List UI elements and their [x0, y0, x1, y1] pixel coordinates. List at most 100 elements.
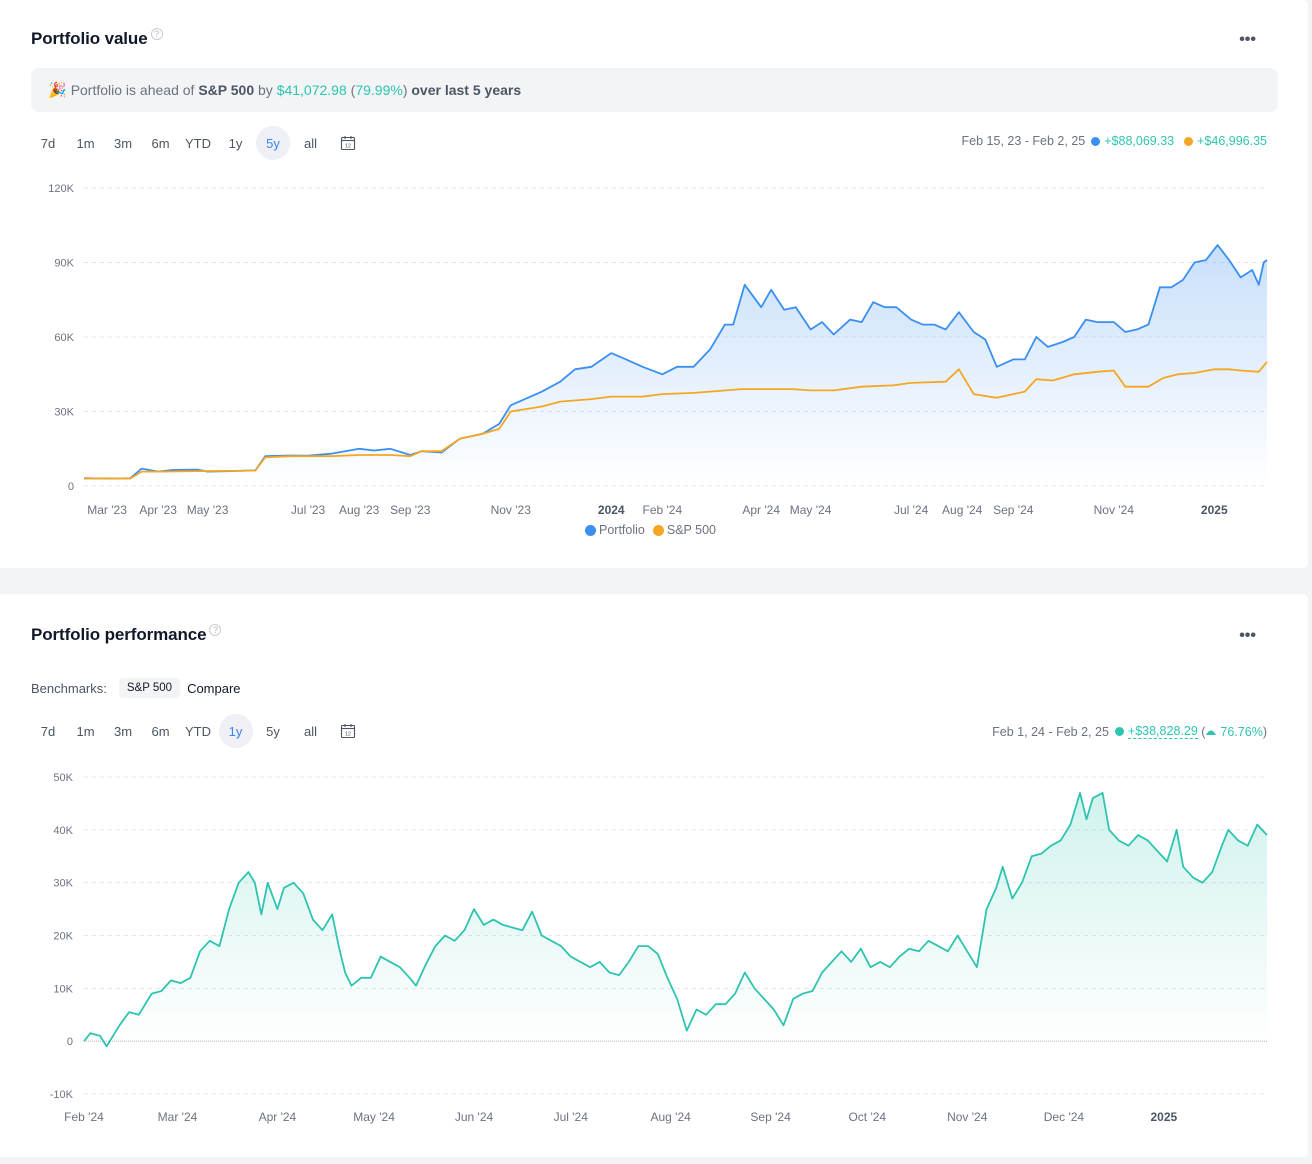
performance-dot-icon — [1114, 727, 1124, 736]
range-1y[interactable]: 1y — [218, 714, 253, 748]
x-tick-label: May '24 — [353, 1110, 395, 1124]
party-icon: 🎉 — [48, 82, 67, 99]
y-tick-label: 90K — [54, 258, 74, 270]
value-summary: Feb 15, 23 - Feb 2, 25 +$88,069.33 +$46,… — [962, 134, 1267, 148]
range-ytd[interactable]: YTD — [185, 723, 211, 739]
range-ytd[interactable]: YTD — [185, 135, 211, 151]
y-tick-label: 30K — [54, 407, 74, 419]
help-icon[interactable]: ? — [209, 624, 222, 636]
portfolio-change: +$88,069.33 — [1104, 134, 1175, 148]
x-tick-label: Aug '24 — [651, 1110, 692, 1124]
range-3m[interactable]: 3m — [113, 723, 133, 739]
range-all[interactable]: all — [303, 723, 317, 739]
legend-sp500[interactable]: S&P 500 — [652, 523, 716, 537]
banner-amount: $41,072.98 — [276, 82, 347, 98]
range-7d[interactable]: 7d — [40, 723, 56, 739]
x-tick-label: Jul '23 — [291, 503, 326, 517]
calendar-icon[interactable]: 12 — [331, 714, 365, 748]
pct-close: ) — [1262, 724, 1267, 739]
portfolio-legend-icon — [585, 524, 596, 536]
x-tick-label: Nov '24 — [947, 1110, 988, 1124]
series-line-portfolio[interactable] — [83, 244, 1268, 480]
range-selector: 7d 1m 3m 6m YTD 1y 5y all 12 — [31, 714, 365, 748]
legend-sp500-label: S&P 500 — [666, 523, 716, 537]
x-tick-label: Aug '23 — [339, 503, 380, 517]
sp500-legend-icon — [652, 524, 664, 536]
performance-title: Portfolio performance — [31, 625, 207, 644]
x-tick-label: Sep '24 — [750, 1110, 791, 1124]
x-tick-label: Nov '24 — [1094, 503, 1135, 517]
x-tick-label: Apr '23 — [139, 503, 177, 517]
x-tick-label: Feb '24 — [642, 503, 682, 517]
calendar-icon[interactable]: 12 — [331, 126, 365, 160]
portfolio-value-chart: 0 30K 60K 90K 120K Mar '23 Apr '23 May '23 Jul '… — [48, 183, 1268, 517]
y-tick-label: 120K — [48, 183, 74, 195]
y-tick-label: 10K — [53, 983, 73, 995]
svg-text:12: 12 — [345, 732, 351, 738]
chart-legend: Portfolio S&P 500 — [585, 523, 724, 537]
y-tick-label: -10K — [50, 1089, 74, 1101]
x-tick-label: Dec '24 — [1044, 1110, 1085, 1124]
svg-text:12: 12 — [345, 144, 351, 150]
up-arrow-icon — [1206, 730, 1217, 735]
y-tick-label: 50K — [53, 772, 73, 784]
range-3m[interactable]: 3m — [113, 135, 133, 151]
range-6m[interactable]: 6m — [151, 723, 170, 739]
range-1m[interactable]: 1m — [76, 723, 95, 739]
series-line-0[interactable] — [83, 792, 1268, 1048]
x-tick-label: Sep '24 — [993, 503, 1034, 517]
x-tick-label: 2025 — [1201, 503, 1228, 517]
x-tick-label: May '23 — [187, 503, 229, 517]
x-tick-label: Oct '24 — [848, 1110, 886, 1124]
benchmarks-label: Benchmarks: — [31, 680, 107, 696]
x-tick-label: 2025 — [1150, 1110, 1177, 1124]
x-tick-label: 2024 — [598, 503, 625, 517]
summary-period: Feb 1, 24 - Feb 2, 25 — [992, 724, 1109, 739]
range-7d[interactable]: 7d — [40, 135, 56, 151]
x-tick-label: Jul '24 — [894, 503, 929, 517]
range-1m[interactable]: 1m — [76, 135, 95, 151]
x-tick-label: Apr '24 — [259, 1110, 297, 1124]
range-6m[interactable]: 6m — [151, 135, 170, 151]
banner-prefix: Portfolio is ahead of — [70, 82, 199, 98]
range-selector: 7d 1m 3m 6m YTD 1y 5y all 12 — [31, 126, 365, 160]
x-tick-label: Jul '24 — [554, 1110, 589, 1124]
range-1y[interactable]: 1y — [228, 135, 243, 151]
help-icon[interactable]: ? — [150, 28, 163, 40]
sp500-change: +$46,996.35 — [1197, 134, 1267, 148]
banner-pct: 79.99% — [355, 82, 403, 98]
x-tick-label: Mar '23 — [87, 503, 127, 517]
performance-summary: Feb 1, 24 - Feb 2, 25 +$38,828.29 (76.76… — [992, 724, 1267, 739]
portfolio-value-header: Portfolio value ? — [31, 28, 163, 49]
more-options-icon[interactable]: ••• — [1239, 31, 1256, 48]
benchmarks-row: Benchmarks: S&P 500 Compare — [31, 678, 241, 698]
legend-portfolio[interactable]: Portfolio — [585, 523, 645, 537]
performance-change[interactable]: +$38,828.29 — [1127, 724, 1198, 739]
y-tick-label: 0 — [67, 1036, 73, 1048]
range-all[interactable]: all — [303, 135, 317, 151]
range-5y[interactable]: 5y — [256, 126, 290, 160]
series-line-s-p-500[interactable] — [83, 361, 1268, 480]
pct-open: ( — [1197, 724, 1206, 739]
legend-portfolio-label: Portfolio — [599, 523, 645, 537]
more-options-icon[interactable]: ••• — [1239, 627, 1256, 644]
banner-pct-open: ( — [346, 82, 356, 98]
page-title: Portfolio value — [31, 29, 148, 48]
portfolio-dot-icon — [1091, 136, 1101, 146]
y-tick-label: 30K — [53, 878, 73, 890]
x-tick-label: Jun '24 — [455, 1110, 494, 1124]
benchmark-chip-sp500[interactable]: S&P 500 — [118, 678, 181, 698]
portfolio-performance-header: Portfolio performance ? — [31, 624, 222, 645]
x-tick-label: Apr '24 — [742, 503, 780, 517]
x-tick-label: Mar '24 — [158, 1110, 198, 1124]
banner-benchmark: S&P 500 — [198, 82, 255, 98]
series-area — [84, 245, 1267, 486]
range-5y[interactable]: 5y — [266, 723, 280, 739]
y-tick-label: 0 — [68, 481, 74, 493]
x-tick-label: May '24 — [790, 503, 832, 517]
compare-button[interactable]: Compare — [187, 680, 241, 696]
x-tick-label: Sep '23 — [390, 503, 431, 517]
x-tick-label: Nov '23 — [491, 503, 532, 517]
x-tick-label: Feb '24 — [64, 1110, 104, 1124]
y-tick-label: 20K — [53, 931, 73, 943]
